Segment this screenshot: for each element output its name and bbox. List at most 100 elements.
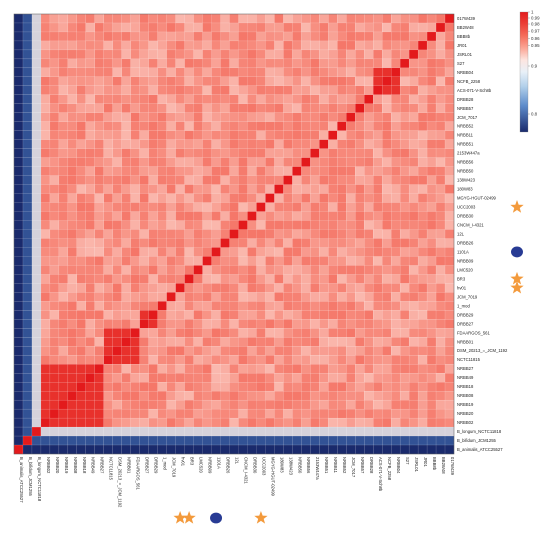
heatmap-cell: [220, 85, 230, 96]
heatmap-cell: [310, 13, 320, 24]
heatmap-cell: [319, 112, 329, 122]
heatmap-cell: [283, 444, 293, 455]
heatmap-cell: [49, 292, 60, 302]
heatmap-cell: [58, 13, 69, 24]
heatmap-cell: [94, 390, 104, 401]
heatmap-cell: [310, 202, 320, 212]
heatmap-cell: [390, 390, 401, 401]
heatmap-cell: [220, 417, 230, 428]
heatmap-cell: [292, 274, 302, 284]
heatmap-cell: [346, 76, 356, 87]
heatmap-cell: [337, 382, 347, 392]
heatmap-cell: [121, 220, 131, 230]
heatmap-cell: [184, 166, 194, 176]
heatmap-cell: [211, 157, 221, 167]
heatmap-cell: [103, 247, 113, 257]
heatmap-cell: [13, 175, 24, 185]
heatmap-cell: [58, 139, 69, 149]
heatmap-cell: [355, 417, 365, 428]
heatmap-cell: [364, 175, 374, 185]
heatmap-cell: [399, 265, 410, 275]
heatmap-cell: [148, 49, 158, 60]
heatmap-cell: [31, 364, 42, 374]
heatmap-cell: [435, 202, 446, 212]
heatmap-cell: [157, 202, 167, 212]
heatmap-cell: [67, 364, 78, 374]
heatmap-cell: [40, 31, 51, 42]
heatmap-cell: [49, 94, 60, 104]
heatmap-cell: [58, 148, 69, 158]
heatmap-cell: [67, 211, 78, 221]
heatmap-cell: [346, 40, 356, 51]
heatmap-cell: [229, 94, 239, 104]
heatmap-cell: [31, 310, 42, 320]
heatmap-cell: [310, 256, 320, 266]
heatmap-cell: [76, 301, 87, 311]
heatmap-cell: [390, 184, 401, 194]
column-label: 12L: [234, 457, 239, 465]
heatmap-cell: [175, 157, 185, 167]
heatmap-cell: [408, 256, 419, 266]
heatmap-cell: [435, 301, 446, 311]
heatmap-cell: [22, 301, 33, 311]
heatmap-cell: [166, 202, 176, 212]
heatmap-cell: [148, 193, 158, 203]
heatmap-cell: [256, 94, 266, 104]
heatmap-cell: [283, 238, 293, 248]
heatmap-cell: [58, 337, 69, 347]
heatmap-cell: [337, 139, 347, 149]
heatmap-cell: [31, 229, 42, 239]
heatmap-cell: [85, 346, 96, 356]
heatmap-cell: [283, 40, 293, 51]
heatmap-cell: [229, 292, 239, 302]
heatmap-cell: [435, 103, 446, 113]
heatmap-cell: [121, 274, 131, 284]
heatmap-cell: [256, 337, 266, 347]
column-label: BR3: [190, 457, 195, 466]
column-label: 138W423: [288, 457, 293, 476]
colorbar-tick-label: 0.95: [531, 43, 540, 48]
row-label: B_bifidum_JCM1255: [457, 438, 497, 443]
heatmap-cell: [31, 166, 42, 176]
heatmap-cell: [220, 301, 230, 311]
row-label: BBB8b: [457, 34, 471, 39]
heatmap-cell: [319, 301, 329, 311]
column-label: B_longum_NCTC11818: [37, 457, 42, 502]
heatmap-cell: [40, 220, 51, 230]
heatmap-cell: [310, 193, 320, 203]
heatmap-cell: [175, 328, 185, 338]
heatmap-cell: [40, 229, 51, 239]
heatmap-cell: [444, 157, 455, 167]
heatmap-cell: [399, 292, 410, 302]
heatmap-cell: [328, 229, 338, 239]
column-label: S27: [405, 457, 410, 465]
heatmap-cell: [211, 175, 221, 185]
heatmap-cell: [193, 76, 203, 87]
heatmap-cell: [355, 175, 365, 185]
row-label: MGYG-HGUT-02499: [457, 196, 497, 201]
heatmap-cell: [121, 283, 131, 293]
heatmap-cell: [292, 157, 302, 167]
heatmap-cell: [58, 49, 69, 60]
row-label: NRBB52: [457, 124, 474, 129]
heatmap-cell: [373, 121, 383, 131]
heatmap-cell: [148, 121, 158, 131]
heatmap-cell: [193, 256, 203, 266]
heatmap-cell: [373, 103, 383, 113]
heatmap-cell: [157, 157, 167, 167]
heatmap-cell: [103, 265, 113, 275]
heatmap-cell: [417, 274, 428, 284]
heatmap-cell: [121, 157, 131, 167]
column-label: DSM_20213_=_JCM_1192: [118, 457, 123, 508]
heatmap-cell: [139, 382, 149, 392]
heatmap-cell: [328, 76, 338, 87]
heatmap-cell: [166, 103, 176, 113]
heatmap-cell: [166, 283, 176, 293]
column-label: 1101A: [216, 457, 221, 469]
heatmap-cell: [184, 22, 194, 33]
heatmap-cell: [67, 85, 78, 96]
heatmap-cell: [382, 319, 392, 329]
heatmap-cell: [435, 355, 446, 365]
heatmap-cell: [184, 426, 194, 437]
heatmap-cell: [417, 31, 428, 42]
